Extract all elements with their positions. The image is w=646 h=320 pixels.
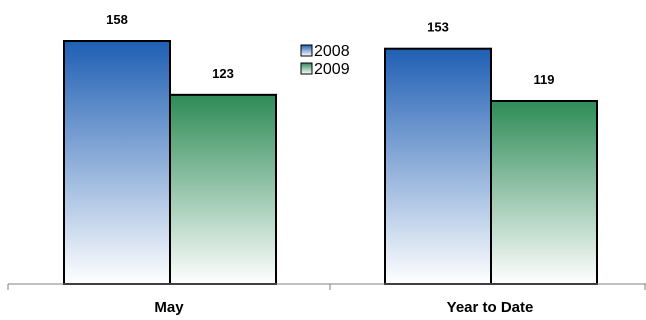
bar-may-2009 [169,93,277,285]
legend-swatch-2008 [300,44,313,57]
legend: 2008 2009 [300,43,350,78]
bars-layer [63,40,598,285]
legend-swatch-2009 [300,62,313,75]
legend-label-2008: 2008 [314,43,350,60]
value-label-may-2008: 158 [106,12,128,27]
value-label-year-to-date-2008: 153 [427,20,449,35]
value-labels-layer: 158 123 153 119 [106,12,554,87]
category-label-year-to-date: Year to Date [447,299,534,316]
legend-label-2009: 2009 [314,61,350,78]
bar-may-2008 [63,40,171,285]
value-label-year-to-date-2009: 119 [534,72,555,87]
category-label-may: May [154,299,184,316]
bar-year-to-date-2008 [384,47,492,285]
bar-year-to-date-2009 [490,99,598,285]
value-label-may-2009: 123 [212,66,234,81]
